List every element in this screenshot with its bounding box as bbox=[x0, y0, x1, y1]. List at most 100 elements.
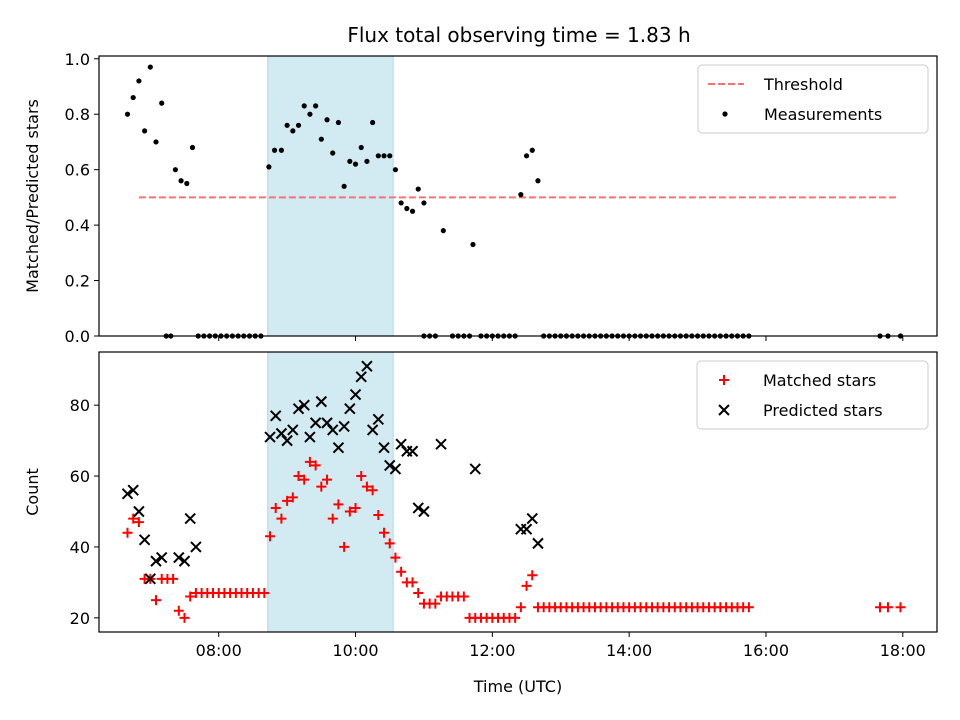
y-axis-label: Matched/Predicted stars bbox=[23, 99, 42, 293]
measurement-point bbox=[392, 167, 399, 173]
matched-star-point bbox=[510, 612, 521, 623]
predicted-star-point bbox=[264, 431, 276, 443]
predicted-star-point bbox=[406, 445, 419, 457]
measurement-point bbox=[341, 183, 347, 189]
x-tick-label: 12:00 bbox=[469, 641, 515, 660]
predicted-star-point bbox=[270, 410, 282, 422]
predicted-star-point bbox=[355, 371, 367, 383]
matched-star-point bbox=[327, 513, 338, 524]
measurement-point bbox=[375, 153, 381, 159]
x-tick-label: 18:00 bbox=[880, 641, 926, 660]
series-measurements bbox=[124, 64, 904, 339]
matched-star-point bbox=[259, 588, 270, 599]
predicted-star-point bbox=[304, 431, 316, 443]
measurement-point bbox=[189, 144, 196, 151]
x-tick-label: 14:00 bbox=[606, 641, 652, 660]
matched-star-point bbox=[356, 471, 367, 482]
predicted-star-point bbox=[526, 512, 538, 525]
predicted-star-point bbox=[361, 360, 373, 372]
y-tick-label: 40 bbox=[70, 538, 90, 557]
matched-star-point bbox=[390, 552, 401, 563]
measurement-point bbox=[313, 103, 319, 109]
measurement-point bbox=[330, 150, 336, 156]
matched-star-point bbox=[430, 598, 441, 609]
matched-star-point bbox=[322, 474, 333, 485]
legend-box bbox=[696, 360, 929, 430]
predicted-star-point bbox=[384, 459, 396, 472]
matched-star-point bbox=[168, 573, 179, 584]
measurement-point bbox=[381, 153, 387, 159]
y-tick-label: 0.6 bbox=[65, 161, 90, 180]
x-tick-label: 08:00 bbox=[196, 641, 242, 660]
matched-star-point bbox=[185, 591, 196, 602]
matched-star-point bbox=[344, 506, 355, 517]
legend-label: Matched stars bbox=[763, 371, 876, 390]
matched-star-point bbox=[521, 580, 532, 591]
predicted-star-point bbox=[532, 537, 544, 550]
matched-star-point bbox=[270, 502, 281, 513]
measurement-point bbox=[153, 139, 159, 145]
matched-star-point bbox=[882, 602, 893, 613]
measurement-point bbox=[523, 153, 530, 159]
chart-title: Flux total observing time = 1.83 h bbox=[347, 23, 690, 47]
matched-star-point bbox=[282, 495, 293, 506]
predicted-star-point bbox=[469, 463, 481, 475]
legend-label: Measurements bbox=[764, 105, 882, 124]
predicted-star-point bbox=[435, 438, 447, 450]
predicted-star-point bbox=[121, 488, 134, 500]
predicted-star-point bbox=[133, 505, 145, 518]
measurement-point bbox=[130, 94, 136, 101]
matched-star-point bbox=[413, 588, 424, 599]
matched-star-point bbox=[310, 460, 321, 471]
matched-star-point bbox=[407, 577, 418, 588]
measurement-point bbox=[284, 122, 290, 128]
measurement-point bbox=[184, 180, 190, 187]
predicted-star-point bbox=[338, 420, 350, 433]
predicted-star-point bbox=[366, 424, 379, 436]
measurement-point bbox=[370, 119, 376, 126]
matched-star-point bbox=[287, 492, 298, 503]
legend: Matched stars Predicted stars bbox=[696, 360, 929, 430]
predicted-star-point bbox=[144, 573, 157, 585]
legend-matched-swatch bbox=[719, 375, 729, 385]
matched-star-point bbox=[379, 527, 390, 538]
measurement-point bbox=[415, 186, 421, 192]
measurement-point bbox=[278, 147, 285, 153]
matched-star-point bbox=[133, 517, 144, 528]
y-tick-label: 1.0 bbox=[65, 50, 90, 69]
predicted-star-point bbox=[150, 555, 162, 567]
matched-star-point bbox=[293, 471, 304, 482]
matched-star-point bbox=[316, 481, 327, 492]
series-matched-stars bbox=[122, 456, 906, 623]
measurement-point bbox=[387, 153, 393, 159]
top-panel: 0.0 0.2 0.4 0.6 0.8 1.0 Matched/Predicted star… bbox=[23, 50, 938, 346]
measurement-point bbox=[147, 64, 153, 70]
measurement-point bbox=[352, 161, 359, 167]
measurement-point bbox=[404, 205, 410, 212]
matched-star-point bbox=[743, 602, 754, 613]
predicted-star-point bbox=[178, 555, 191, 567]
matched-star-point bbox=[173, 605, 184, 616]
matched-star-point bbox=[373, 510, 384, 521]
predicted-star-point bbox=[127, 484, 139, 496]
matched-star-point bbox=[458, 591, 469, 602]
matched-star-point bbox=[299, 474, 310, 485]
measurement-point bbox=[301, 103, 307, 109]
legend-label: Predicted stars bbox=[763, 401, 883, 420]
y-axis-label: Count bbox=[23, 468, 42, 516]
predicted-star-point bbox=[372, 413, 385, 426]
y-tick-label: 0.8 bbox=[65, 105, 90, 124]
predicted-star-point bbox=[349, 388, 362, 401]
matched-star-point bbox=[122, 527, 133, 538]
measurement-point bbox=[518, 192, 524, 198]
matched-star-point bbox=[350, 502, 361, 513]
predicted-star-point bbox=[184, 512, 196, 525]
predicted-star-point bbox=[155, 551, 168, 564]
measurement-point bbox=[159, 100, 165, 106]
legend-box bbox=[697, 64, 929, 134]
predicted-star-point bbox=[332, 441, 345, 454]
predicted-star-point bbox=[298, 399, 310, 411]
y-tick-label: 0.0 bbox=[65, 327, 90, 346]
matched-star-point bbox=[367, 485, 378, 496]
series-predicted-stars bbox=[121, 360, 544, 585]
